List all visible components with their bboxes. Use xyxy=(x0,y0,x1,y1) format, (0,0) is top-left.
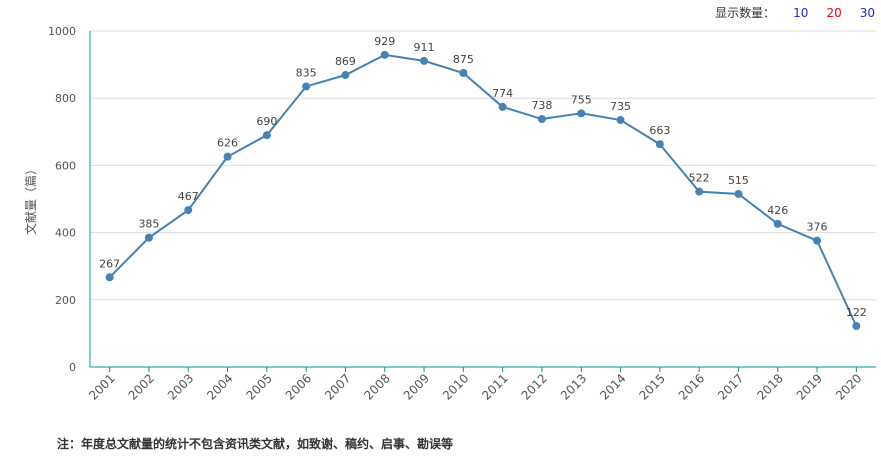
data-label: 467 xyxy=(178,190,199,203)
series-line xyxy=(108,53,858,327)
data-label: 122 xyxy=(846,306,867,319)
data-label: 515 xyxy=(728,174,749,187)
data-label: 267 xyxy=(99,257,120,270)
x-tick-label: 2014 xyxy=(597,371,628,402)
x-tick-label: 2012 xyxy=(519,371,550,402)
y-tick-label: 200 xyxy=(55,294,76,307)
data-point xyxy=(655,140,664,149)
x-tick-label: 2003 xyxy=(165,371,196,402)
x-tick-label: 2019 xyxy=(794,371,825,402)
display-count-selector: 显示数量： 10 20 30 xyxy=(715,4,875,21)
data-label: 663 xyxy=(649,124,670,137)
data-label: 522 xyxy=(689,172,710,185)
x-tick-label: 2004 xyxy=(204,371,235,402)
data-label: 690 xyxy=(256,115,277,128)
x-tick-label: 2008 xyxy=(361,371,392,402)
data-point xyxy=(695,187,704,196)
y-tick-label: 1000 xyxy=(48,25,76,38)
y-axis-label: 文献量（篇） xyxy=(23,163,38,235)
data-point xyxy=(262,131,271,140)
data-point xyxy=(105,273,114,282)
data-point xyxy=(380,50,389,59)
data-point xyxy=(459,69,468,77)
x-tick-label: 2015 xyxy=(636,371,667,402)
data-label: 869 xyxy=(335,55,356,68)
y-tick-label: 600 xyxy=(55,159,76,172)
data-label: 738 xyxy=(531,99,552,112)
data-point xyxy=(734,189,743,198)
y-tick-label: 0 xyxy=(69,361,76,374)
data-label: 911 xyxy=(414,41,435,54)
x-tick-label: 2001 xyxy=(86,371,117,402)
data-label: 835 xyxy=(296,66,317,79)
data-label: 626 xyxy=(217,137,238,150)
data-point xyxy=(813,236,822,245)
data-label: 875 xyxy=(453,53,474,66)
data-point xyxy=(852,322,861,331)
x-tick-label: 2010 xyxy=(440,371,471,402)
display-count-option-10[interactable]: 10 xyxy=(793,5,809,20)
x-tick-label: 2020 xyxy=(833,371,864,402)
data-point xyxy=(498,102,507,111)
x-tick-label: 2013 xyxy=(558,371,589,402)
data-label: 774 xyxy=(492,87,513,100)
data-point xyxy=(616,116,625,125)
data-label: 385 xyxy=(138,218,159,231)
x-tick-label: 2018 xyxy=(754,371,785,402)
data-label: 735 xyxy=(610,100,631,113)
line-chart: 0 200 400 600 800 1000 文献量（篇） 2001 2002 2003 2004 2… xyxy=(23,25,876,403)
data-point xyxy=(341,71,350,80)
data-point xyxy=(537,115,546,124)
data-point xyxy=(302,82,311,91)
data-point xyxy=(577,109,586,118)
x-tick-label: 2017 xyxy=(715,371,746,402)
data-label: 426 xyxy=(767,204,788,217)
y-tick-label: 800 xyxy=(55,92,76,105)
display-count-label: 显示数量： xyxy=(715,6,776,20)
x-tick-label: 2005 xyxy=(243,371,274,402)
data-point xyxy=(420,56,429,65)
footnote: 注：年度总文献量的统计不包含资讯类文献，如致谢、稿约、启事、勘误等 xyxy=(57,437,454,451)
x-tick-label: 2009 xyxy=(401,371,432,402)
x-tick-label: 2002 xyxy=(126,371,157,402)
data-label: 755 xyxy=(571,93,592,106)
data-point xyxy=(223,152,232,161)
data-point xyxy=(184,206,193,215)
x-tick-label: 2006 xyxy=(283,371,314,402)
x-tick-label: 2007 xyxy=(322,371,353,402)
display-count-option-30[interactable]: 30 xyxy=(859,5,875,20)
x-tick-label: 2011 xyxy=(479,371,510,402)
x-tick-label: 2016 xyxy=(676,371,707,402)
y-tick-label: 400 xyxy=(55,227,76,240)
data-label: 376 xyxy=(807,221,828,234)
display-count-option-20[interactable]: 20 xyxy=(826,5,842,20)
data-point xyxy=(773,219,782,228)
data-point xyxy=(144,233,153,242)
data-label: 929 xyxy=(374,35,395,48)
